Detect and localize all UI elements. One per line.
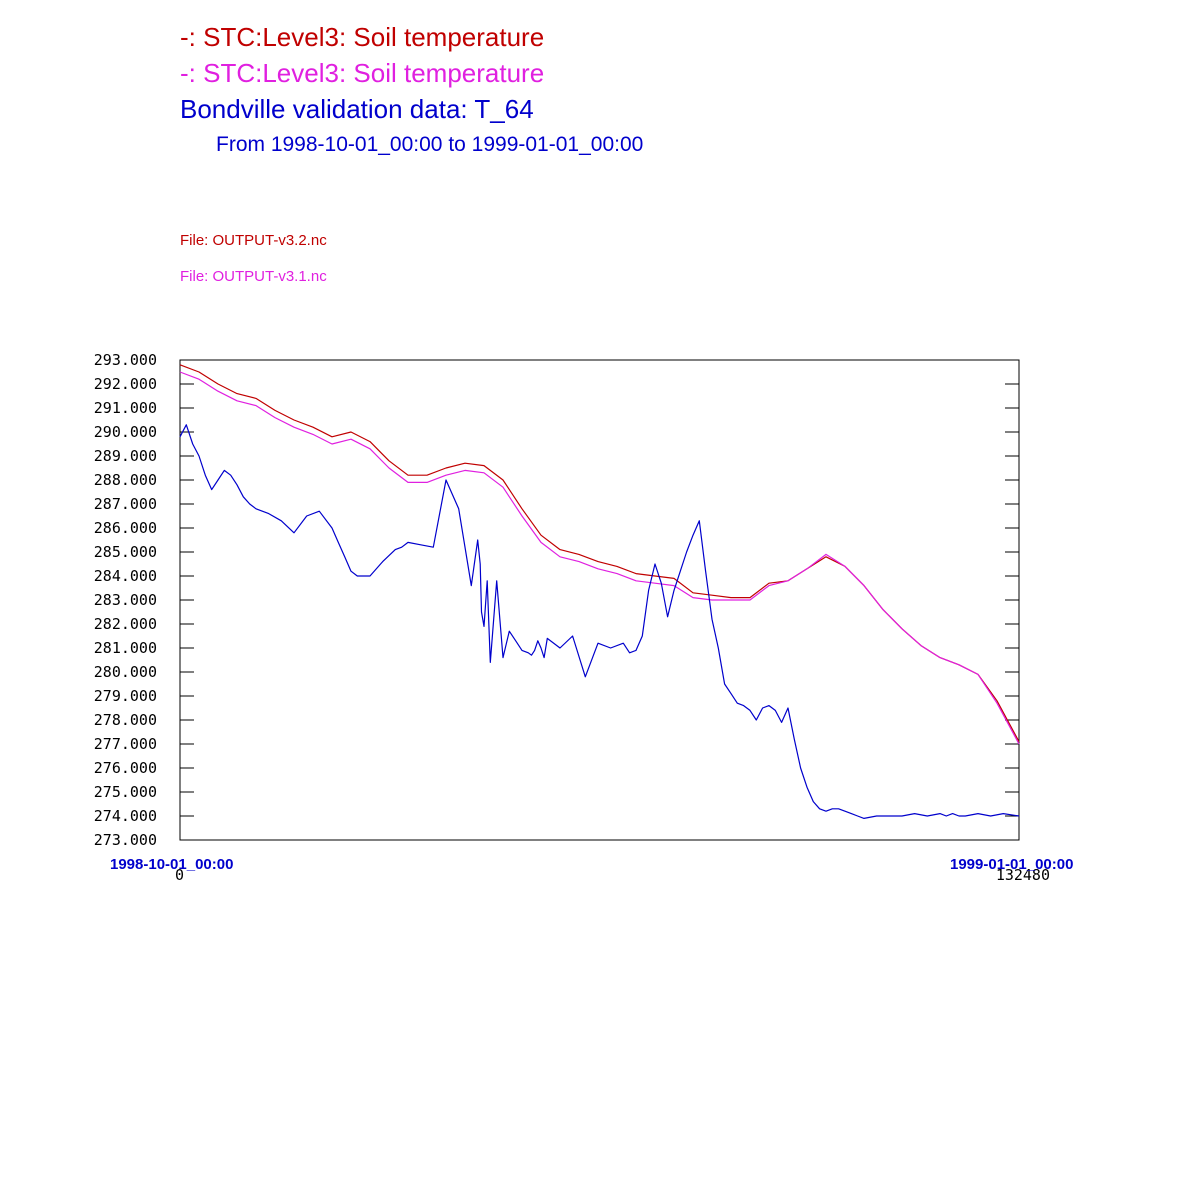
y-tick-label: 292.000 bbox=[94, 375, 157, 393]
y-tick-label: 289.000 bbox=[94, 447, 157, 465]
x-end-date-label: 1999-01-01_00:00 bbox=[950, 856, 1074, 873]
y-tick-label: 293.000 bbox=[94, 351, 157, 369]
y-tick-label: 284.000 bbox=[94, 567, 157, 585]
y-tick-label: 275.000 bbox=[94, 783, 157, 801]
title-line-2: -: STC:Level3: Soil temperature bbox=[180, 58, 545, 88]
series-line-2 bbox=[179, 371, 1020, 745]
series-line-3 bbox=[179, 424, 1020, 820]
y-tick-label: 278.000 bbox=[94, 711, 157, 729]
file-label-2: File: OUTPUT-v3.1.nc bbox=[180, 268, 327, 285]
x-start-date-label: 1998-10-01_00:00 bbox=[110, 856, 234, 873]
date-range-subtitle: From 1998-10-01_00:00 to 1999-01-01_00:0… bbox=[216, 133, 644, 156]
y-tick-label: 286.000 bbox=[94, 519, 157, 537]
file-label-1: File: OUTPUT-v3.2.nc bbox=[180, 232, 327, 249]
y-tick-label: 274.000 bbox=[94, 807, 157, 825]
x-tick-label-end: 132480 bbox=[996, 866, 1050, 884]
y-tick-label: 273.000 bbox=[94, 831, 157, 849]
y-tick-label: 276.000 bbox=[94, 759, 157, 777]
title-line-3: Bondville validation data: T_64 bbox=[180, 94, 534, 124]
y-tick-label: 277.000 bbox=[94, 735, 157, 753]
y-tick-label: 281.000 bbox=[94, 639, 157, 657]
y-tick-label: 291.000 bbox=[94, 399, 157, 417]
series-line-1 bbox=[179, 364, 1020, 742]
x-tick-label-start: 0 bbox=[175, 866, 184, 884]
y-tick-label: 280.000 bbox=[94, 663, 157, 681]
y-tick-label: 285.000 bbox=[94, 543, 157, 561]
y-tick-label: 282.000 bbox=[94, 615, 157, 633]
y-tick-label: 279.000 bbox=[94, 687, 157, 705]
y-tick-label: 288.000 bbox=[94, 471, 157, 489]
title-line-1: -: STC:Level3: Soil temperature bbox=[180, 22, 545, 52]
y-tick-label: 290.000 bbox=[94, 423, 157, 441]
y-tick-label: 283.000 bbox=[94, 591, 157, 609]
y-tick-label: 287.000 bbox=[94, 495, 157, 513]
